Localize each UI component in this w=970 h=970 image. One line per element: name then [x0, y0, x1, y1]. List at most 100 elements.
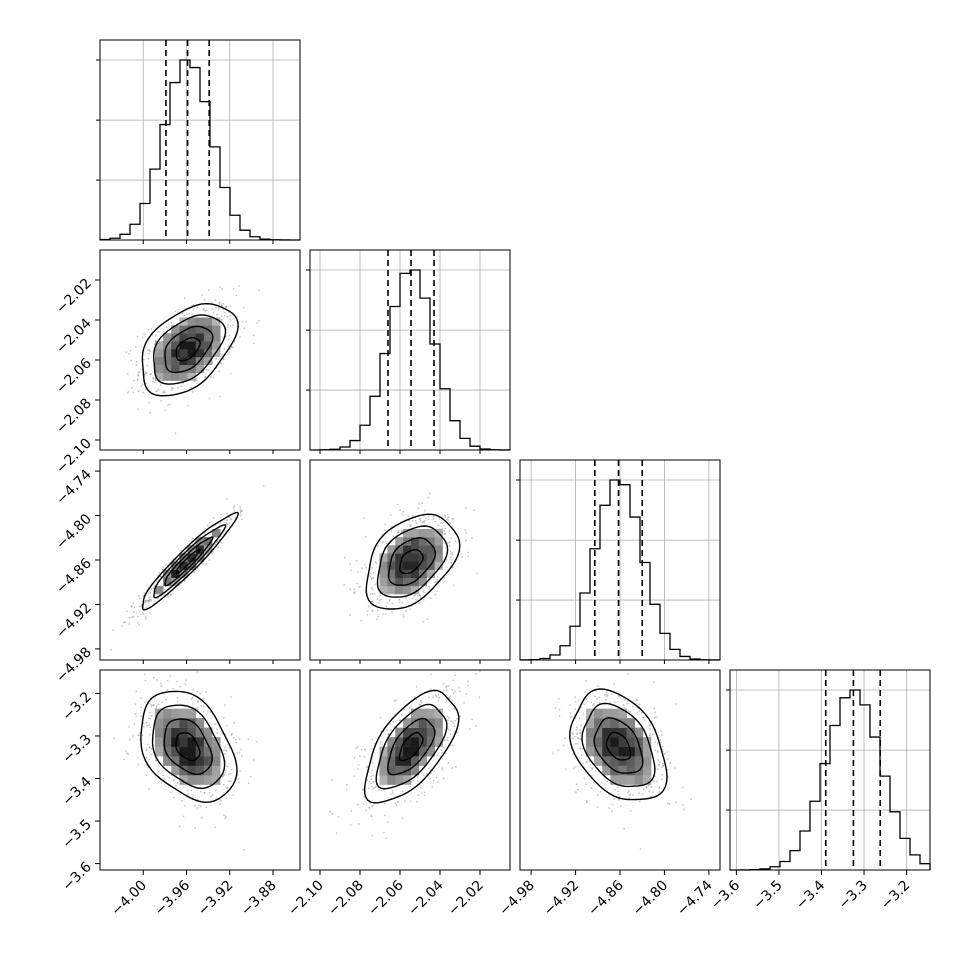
hist-panel-0	[96, 39, 301, 241]
sample-point	[190, 789, 193, 792]
sample-point	[144, 701, 146, 704]
sample-point	[432, 515, 435, 518]
panel-content	[110, 485, 265, 651]
density-cell	[179, 325, 188, 334]
sample-point	[149, 411, 152, 414]
sample-point	[445, 689, 448, 692]
sample-point	[150, 753, 153, 756]
sample-point	[231, 732, 233, 735]
sample-point	[574, 701, 577, 703]
sample-point	[648, 725, 651, 727]
sample-point	[150, 450, 152, 452]
sample-point	[240, 510, 242, 512]
sample-point	[378, 599, 381, 602]
sample-point	[191, 313, 194, 316]
sample-point	[601, 781, 603, 784]
sample-point	[144, 679, 147, 682]
sample-point	[627, 673, 629, 675]
sample-point	[186, 313, 189, 316]
sample-point	[617, 790, 620, 792]
density-cell	[163, 356, 172, 366]
sample-point	[409, 608, 412, 611]
density-cell	[411, 585, 420, 595]
sample-point	[157, 388, 160, 391]
histogram-line	[309, 269, 511, 451]
sample-point	[419, 594, 421, 597]
sample-point	[470, 537, 473, 539]
sample-point	[138, 734, 140, 737]
sample-point	[419, 519, 422, 522]
sample-point	[431, 696, 434, 699]
density-cell	[163, 577, 172, 587]
sample-point	[210, 795, 213, 798]
density-cell	[187, 317, 197, 326]
sample-point	[387, 733, 390, 735]
sample-point	[155, 390, 158, 393]
sample-point	[148, 596, 151, 599]
sample-point	[195, 706, 198, 709]
sample-point	[550, 668, 552, 670]
sample-point	[465, 539, 467, 542]
sample-point	[656, 742, 659, 745]
sample-point	[423, 519, 426, 522]
sample-point	[239, 512, 242, 515]
scatter-panel-2-1	[309, 459, 511, 661]
sample-point	[148, 746, 151, 749]
x-tick-label: −2.04	[405, 877, 447, 919]
density-cell	[642, 756, 652, 766]
density-cell	[387, 775, 396, 785]
sample-point	[576, 733, 579, 735]
density-cell	[163, 569, 172, 579]
sample-point	[388, 599, 391, 602]
sample-point	[329, 810, 332, 813]
sample-point	[371, 609, 374, 612]
sample-point	[192, 689, 195, 691]
density-cell	[387, 756, 396, 766]
hist-frame	[729, 669, 931, 871]
sample-point	[416, 780, 419, 783]
density-cell	[179, 746, 188, 757]
sample-point	[421, 521, 424, 524]
sample-point	[343, 584, 346, 586]
density-cell	[418, 756, 428, 766]
x-tick-label: −4.98	[496, 878, 538, 920]
density-cell	[426, 537, 435, 546]
x-tick-label: −3.3	[836, 878, 871, 913]
x-tick-label: −3.4	[793, 877, 828, 912]
density-cell	[179, 718, 188, 728]
density-cell	[403, 737, 412, 747]
density-cell	[195, 553, 205, 562]
density-cell	[212, 317, 221, 326]
sample-point	[239, 506, 242, 508]
density-cell	[171, 333, 180, 342]
sample-point	[208, 397, 211, 400]
sample-point	[658, 787, 661, 789]
sample-point	[574, 695, 577, 698]
sample-point	[390, 530, 393, 533]
sample-point	[150, 703, 153, 706]
sample-point	[386, 821, 389, 824]
density-cell	[626, 737, 636, 747]
sample-point	[371, 785, 374, 788]
density-cell	[187, 746, 197, 757]
density-cell	[212, 528, 221, 538]
sample-point	[225, 519, 228, 522]
sample-point	[139, 613, 142, 616]
sample-point	[451, 518, 454, 521]
sample-point	[241, 510, 244, 512]
sample-point	[398, 719, 401, 722]
panel-frame	[99, 249, 301, 451]
sample-point	[417, 507, 420, 510]
sample-point	[385, 542, 388, 545]
sample-point	[199, 692, 202, 695]
density-cell	[195, 756, 205, 766]
density-cell	[426, 708, 435, 719]
sample-point	[143, 333, 146, 336]
sample-point	[445, 558, 448, 561]
sample-point	[656, 780, 658, 783]
sample-point	[422, 620, 424, 623]
sample-point	[148, 599, 150, 602]
panel-content	[329, 670, 481, 840]
sample-point	[148, 758, 151, 761]
sample-point	[337, 816, 340, 818]
